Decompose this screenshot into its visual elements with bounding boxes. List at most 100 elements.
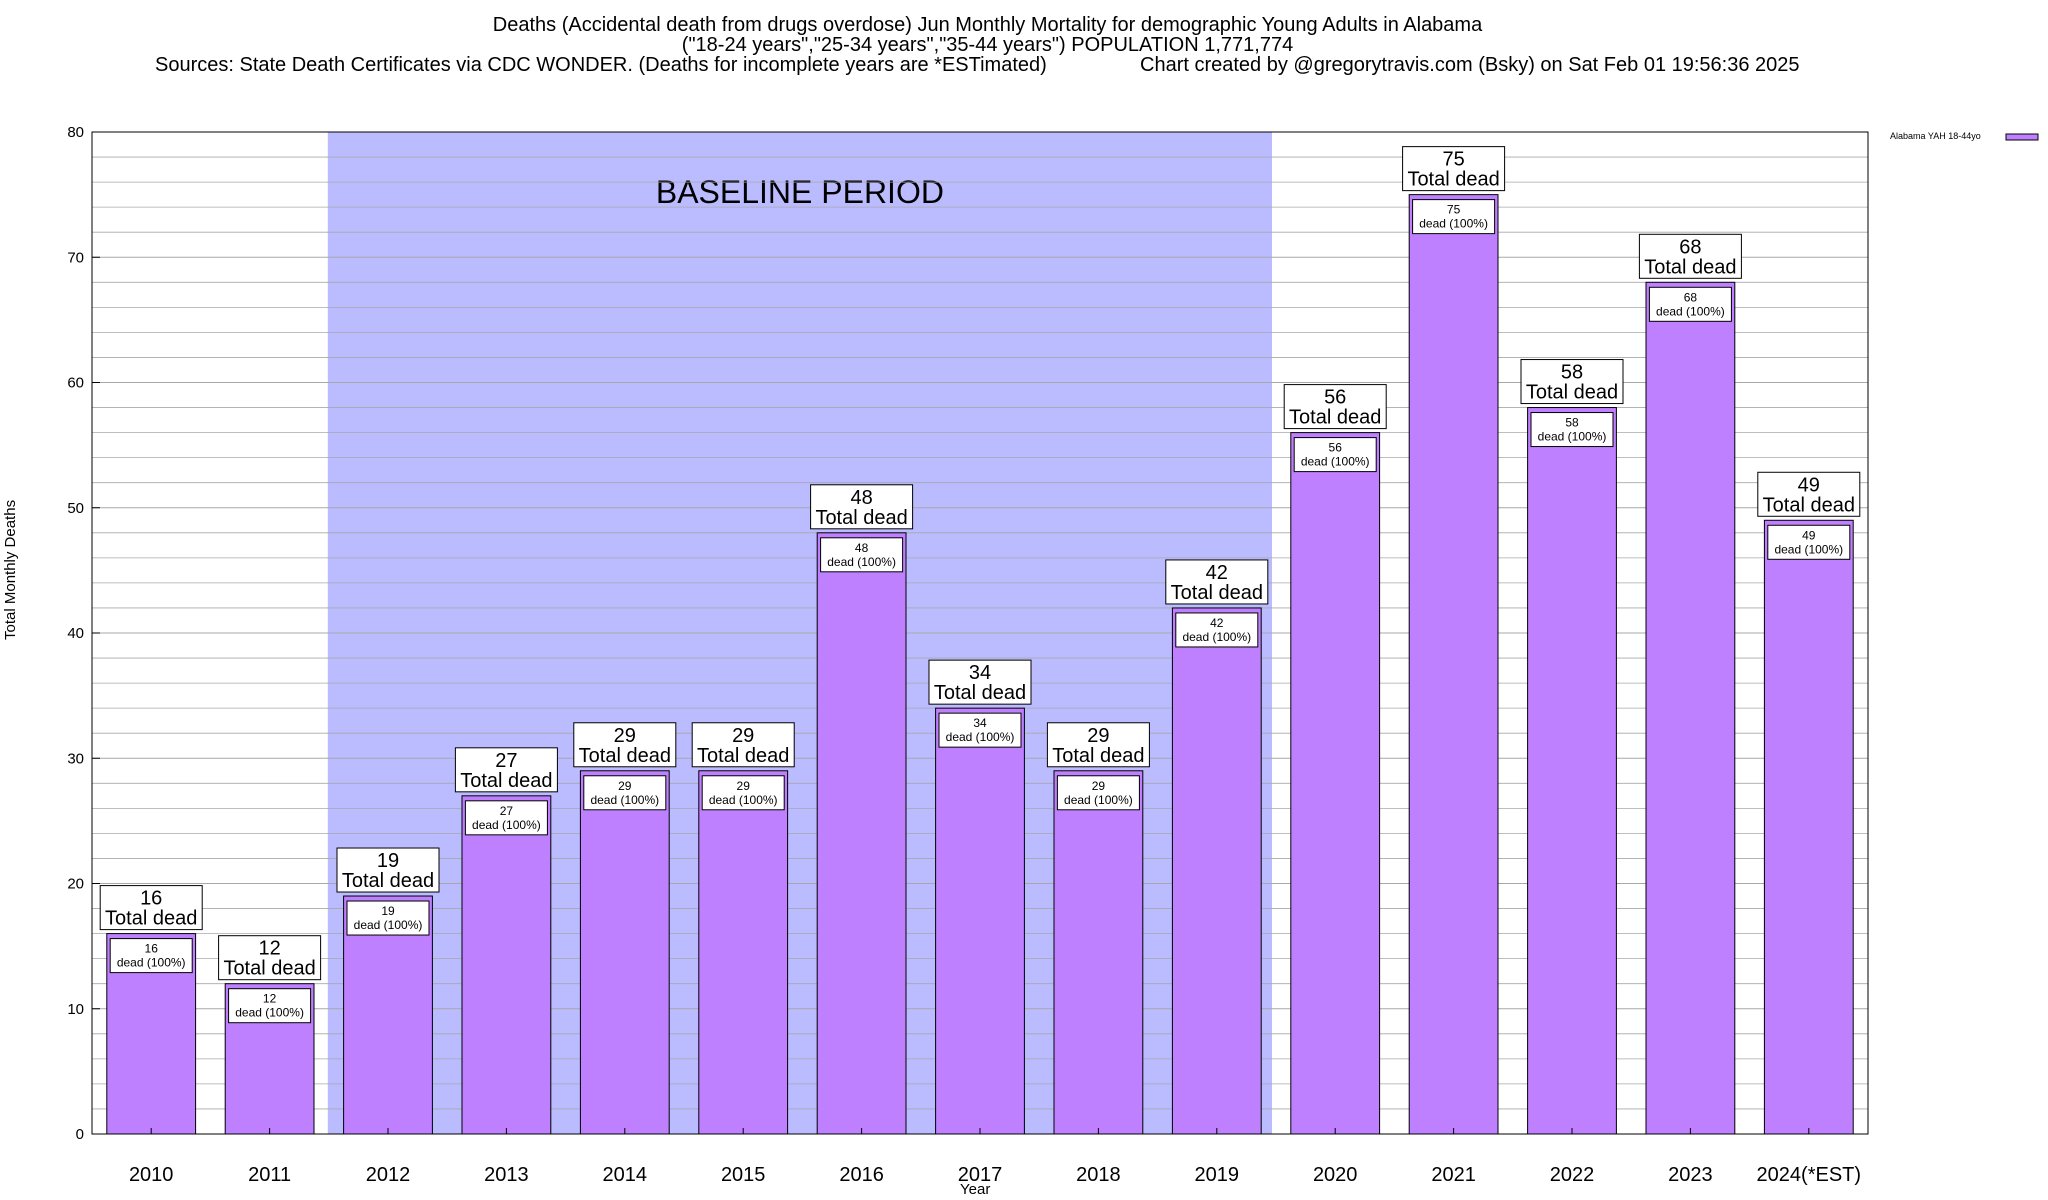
inner-percent-label: dead (100%) <box>117 956 186 970</box>
total-value-label: 49 <box>1798 474 1820 496</box>
total-dead-label: Total dead <box>460 770 552 792</box>
y-tick-label: 30 <box>67 750 84 767</box>
inner-value-label: 29 <box>737 779 751 793</box>
x-tick-label: 2012 <box>366 1164 411 1186</box>
inner-label-box <box>938 712 1022 748</box>
inner-percent-label: dead (100%) <box>472 818 541 832</box>
x-tick-label: 2013 <box>484 1164 529 1186</box>
inner-value-label: 12 <box>263 992 277 1006</box>
total-label-box <box>1283 384 1387 430</box>
inner-label-box <box>1412 199 1496 235</box>
x-tick-label: 2020 <box>1313 1164 1358 1186</box>
total-dead-label: Total dead <box>579 745 671 767</box>
inner-value-label: 49 <box>1802 528 1816 542</box>
total-value-label: 42 <box>1206 562 1228 584</box>
total-label-box <box>928 659 1032 705</box>
total-value-label: 75 <box>1442 149 1464 171</box>
inner-label-box <box>1530 412 1614 448</box>
x-tick-label: 2010 <box>129 1164 174 1186</box>
bar <box>1763 519 1854 1135</box>
x-tick-label: 2023 <box>1668 1164 1713 1186</box>
total-value-label: 58 <box>1561 362 1583 384</box>
inner-percent-label: dead (100%) <box>1419 217 1488 231</box>
total-value-label: 29 <box>614 725 636 747</box>
bar <box>461 795 552 1135</box>
bar <box>935 707 1025 1135</box>
x-tick-label: 2016 <box>839 1164 884 1186</box>
total-label-box <box>573 722 677 768</box>
inner-percent-label: dead (100%) <box>827 555 896 569</box>
y-tick-label: 40 <box>67 625 84 642</box>
total-label-box <box>99 885 203 931</box>
total-dead-label: Total dead <box>815 507 907 529</box>
y-axis-label: Total Monthly Deaths <box>2 499 19 640</box>
total-dead-label: Total dead <box>1526 382 1618 404</box>
total-label-box <box>454 747 558 793</box>
inner-value-label: 34 <box>973 716 987 730</box>
x-tick-label: 2024(*EST) <box>1757 1164 1862 1186</box>
chart-credit: Chart created by @gregorytravis.com (Bsk… <box>1140 54 1800 76</box>
total-dead-label: Total dead <box>1407 169 1499 191</box>
total-label-box <box>1757 471 1861 517</box>
total-label-box <box>1638 233 1742 279</box>
inner-percent-label: dead (100%) <box>1538 430 1607 444</box>
total-value-label: 56 <box>1324 387 1346 409</box>
total-label-box <box>1402 146 1506 192</box>
total-value-label: 27 <box>495 750 517 772</box>
total-label-box <box>1520 359 1624 405</box>
inner-value-label: 42 <box>1210 616 1224 630</box>
inner-label-box <box>228 988 312 1024</box>
y-tick-label: 10 <box>67 1001 84 1018</box>
total-dead-label: Total dead <box>223 958 315 980</box>
inner-label-box <box>1293 437 1377 473</box>
total-dead-label: Total dead <box>697 745 789 767</box>
x-tick-label: 2017 <box>958 1164 1003 1186</box>
total-label-box <box>1046 722 1150 768</box>
bar <box>1408 194 1499 1135</box>
inner-value-label: 56 <box>1329 441 1343 455</box>
total-dead-label: Total dead <box>1644 256 1736 278</box>
total-value-label: 48 <box>850 487 872 509</box>
inner-percent-label: dead (100%) <box>1774 542 1843 556</box>
y-tick-label: 0 <box>76 1126 84 1143</box>
inner-label-box <box>820 537 904 573</box>
total-dead-label: Total dead <box>934 682 1026 704</box>
x-tick-label: 2015 <box>721 1164 766 1186</box>
total-dead-label: Total dead <box>105 908 197 930</box>
bar <box>698 770 789 1135</box>
x-tick-label: 2022 <box>1550 1164 1595 1186</box>
inner-value-label: 16 <box>145 942 159 956</box>
inner-percent-label: dead (100%) <box>1301 455 1370 469</box>
inner-label-box <box>1175 612 1259 648</box>
chart-sources: Sources: State Death Certificates via CD… <box>155 54 1047 76</box>
x-tick-label: 2021 <box>1431 1164 1476 1186</box>
inner-label-box <box>346 900 430 936</box>
y-tick-label: 70 <box>67 249 84 266</box>
inner-percent-label: dead (100%) <box>946 730 1015 744</box>
inner-value-label: 58 <box>1565 416 1579 430</box>
total-label-box <box>336 847 440 893</box>
bar <box>1527 407 1617 1135</box>
chart-title: Deaths (Accidental death from drugs over… <box>492 14 1483 36</box>
inner-percent-label: dead (100%) <box>1656 304 1725 318</box>
inner-value-label: 75 <box>1447 203 1461 217</box>
total-label-box <box>691 722 795 768</box>
total-dead-label: Total dead <box>342 870 434 892</box>
inner-label-box <box>1648 286 1732 322</box>
total-dead-label: Total dead <box>1763 494 1855 516</box>
total-value-label: 29 <box>732 725 754 747</box>
legend-swatch <box>2005 133 2039 141</box>
total-value-label: 19 <box>377 850 399 872</box>
total-label-box <box>1165 559 1269 605</box>
bar <box>343 895 433 1135</box>
baseline-period-label: BASELINE PERIOD <box>656 174 944 210</box>
bar <box>1645 281 1736 1135</box>
total-label-box <box>218 935 322 981</box>
chart-subtitle: ("18-24 years","25-34 years","35-44 year… <box>681 34 1294 56</box>
inner-value-label: 48 <box>855 541 869 555</box>
inner-label-box <box>583 775 667 811</box>
inner-percent-label: dead (100%) <box>709 793 778 807</box>
bar <box>1290 432 1381 1135</box>
inner-value-label: 27 <box>500 804 514 818</box>
